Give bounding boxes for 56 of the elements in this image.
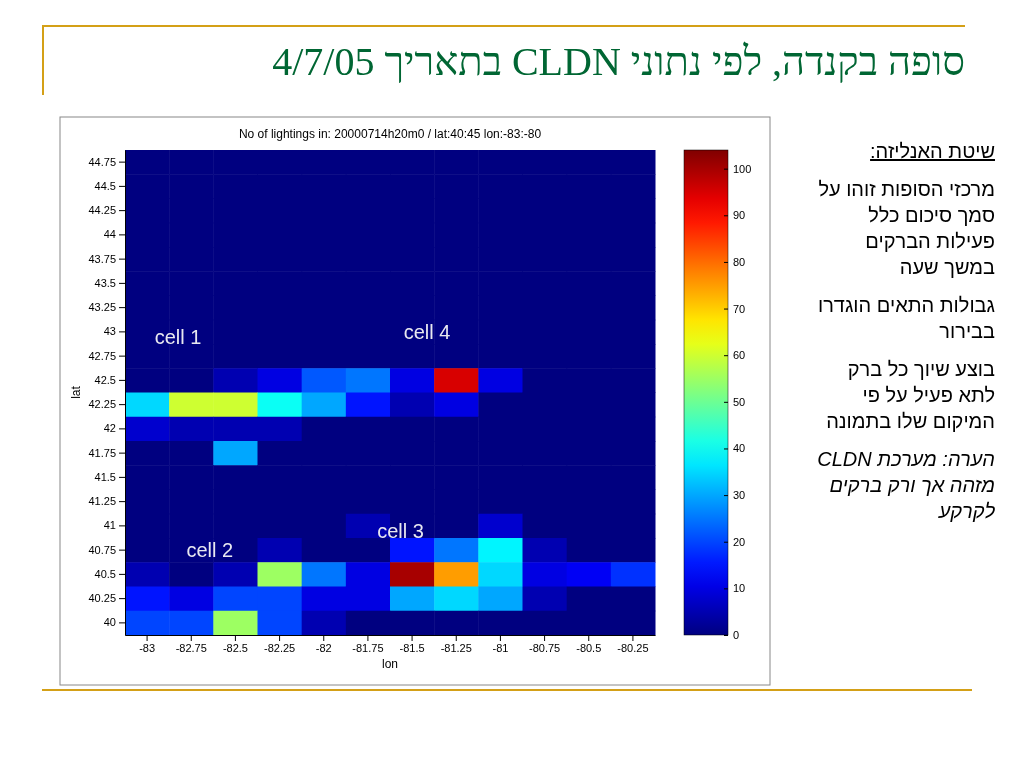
x-tick-label: -80.25 [617, 641, 649, 654]
annotation: cell 4 [403, 321, 451, 344]
y-tick-label: 40.25 [88, 592, 116, 605]
x-tick-label: -81.75 [352, 641, 384, 654]
y-axis-title: lat [69, 385, 83, 399]
y-tick-label: 43 [103, 325, 116, 338]
x-tick-label: -81 [492, 641, 509, 654]
y-tick-label: 44.5 [94, 179, 116, 192]
y-tick-label: 44.75 [88, 155, 116, 168]
y-tick-label: 41.75 [88, 446, 116, 459]
y-tick-label: 42 [103, 422, 116, 435]
color-bar-label: 10 [733, 582, 746, 595]
color-bar-label: 60 [733, 349, 746, 362]
text: הערה: מערכת CLDN מזהה אך ורק ברקים לקרקע [816, 447, 995, 524]
color-bar-label: 100 [733, 162, 752, 175]
color-bar-label: 80 [733, 255, 746, 268]
text: מרכזי הסופות זוהו על סמך סיכום כלל פעילות הברקים במשך שעה [817, 177, 995, 280]
x-tick-label: -83 [139, 641, 156, 654]
text: בוצע שיוך כל ברק לתא פעיל על פי המיקום שלו בתמונה [825, 357, 995, 434]
chart-subtitle: No of lightings in: 20000714h20m0 / lat:40:45 lon:-83:-80 [238, 127, 542, 141]
y-tick-label: 44.25 [88, 204, 116, 217]
text: גבולות התאים הוגדרו בבירור [816, 293, 995, 344]
y-tick-label: 42.25 [88, 398, 116, 411]
annotation: cell 3 [377, 520, 424, 542]
text: שיטת האנליזה: [869, 139, 995, 164]
annotation: cell 2 [186, 539, 234, 562]
color-bar-label: 70 [733, 302, 746, 315]
color-bar-label: 40 [733, 442, 746, 455]
color-bar-label: 90 [733, 209, 746, 222]
y-tick-label: 43.25 [88, 301, 116, 314]
y-tick-label: 42.5 [94, 373, 116, 386]
y-tick-label: 43.75 [88, 252, 116, 265]
x-tick-label: -80.75 [528, 641, 561, 654]
y-tick-label: 40.75 [88, 543, 116, 556]
y-tick-label: 41.5 [94, 470, 116, 483]
color-bar-label: 0 [733, 629, 740, 642]
y-tick-label: 44 [103, 228, 116, 241]
y-tick-label: 40 [103, 616, 116, 629]
annotation: cell 1 [154, 326, 202, 348]
color-bar-label: 50 [733, 395, 746, 408]
x-axis-title: lon [381, 657, 399, 671]
x-tick-label: -82 [315, 641, 332, 654]
x-tick-label: -82.5 [222, 641, 248, 654]
y-tick-label: 41.25 [88, 495, 116, 508]
y-tick-label: 43.5 [94, 276, 116, 289]
x-tick-label: -82.75 [175, 641, 207, 654]
x-tick-label: -81.5 [399, 641, 425, 654]
y-tick-label: 42.75 [88, 349, 116, 362]
color-bar-label: 30 [733, 489, 746, 502]
color-bar-label: 20 [733, 535, 746, 548]
y-tick-label: 41 [103, 519, 116, 532]
x-tick-label: -81.25 [440, 641, 472, 654]
x-tick-label: -80.5 [576, 641, 602, 654]
y-tick-label: 40.5 [94, 567, 116, 580]
chart-title: סופה בקנדה, לפי נתוני CLDN בתאריך 4/7/05 [271, 38, 965, 85]
x-tick-label: -82.25 [263, 641, 296, 654]
